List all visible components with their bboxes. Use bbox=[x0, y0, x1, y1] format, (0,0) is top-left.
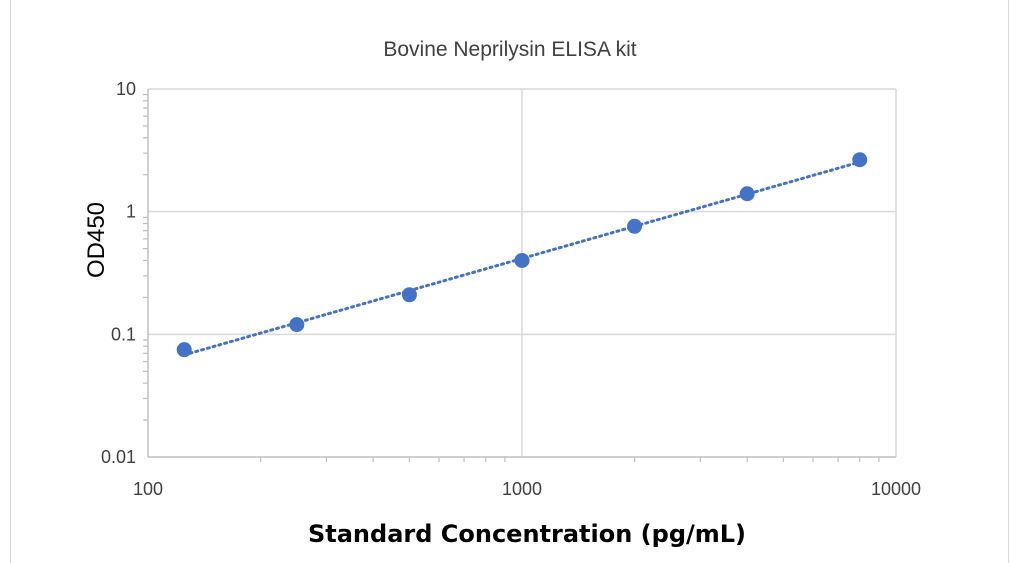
x-axis-label: Standard Concentration (pg/mL) bbox=[308, 520, 746, 548]
y-tick-label: 0.1 bbox=[111, 324, 136, 344]
data-point bbox=[627, 218, 643, 234]
y-tick-labels: 0.01 0.1 1 10 bbox=[101, 79, 136, 467]
data-point bbox=[739, 186, 755, 202]
x-tick-label: 1000 bbox=[502, 479, 542, 499]
chart-frame bbox=[10, 0, 1009, 563]
data-point bbox=[852, 152, 868, 168]
data-point bbox=[401, 287, 417, 303]
gridlines bbox=[148, 88, 897, 457]
chart-title: Bovine Neprilysin ELISA kit bbox=[383, 38, 636, 61]
y-tick-label: 1 bbox=[126, 202, 136, 222]
y-axis-label: OD450 bbox=[83, 202, 110, 278]
x-tick-label: 100 bbox=[133, 479, 163, 499]
data-points bbox=[176, 152, 868, 358]
data-point bbox=[514, 252, 530, 268]
data-point bbox=[289, 317, 305, 333]
y-tick-label: 0.01 bbox=[101, 447, 136, 467]
x-tick-labels: 100 1000 10000 bbox=[133, 479, 921, 499]
x-tick-label: 10000 bbox=[871, 479, 921, 499]
axes bbox=[143, 89, 896, 462]
data-point bbox=[176, 342, 192, 358]
y-tick-label: 10 bbox=[116, 79, 136, 99]
